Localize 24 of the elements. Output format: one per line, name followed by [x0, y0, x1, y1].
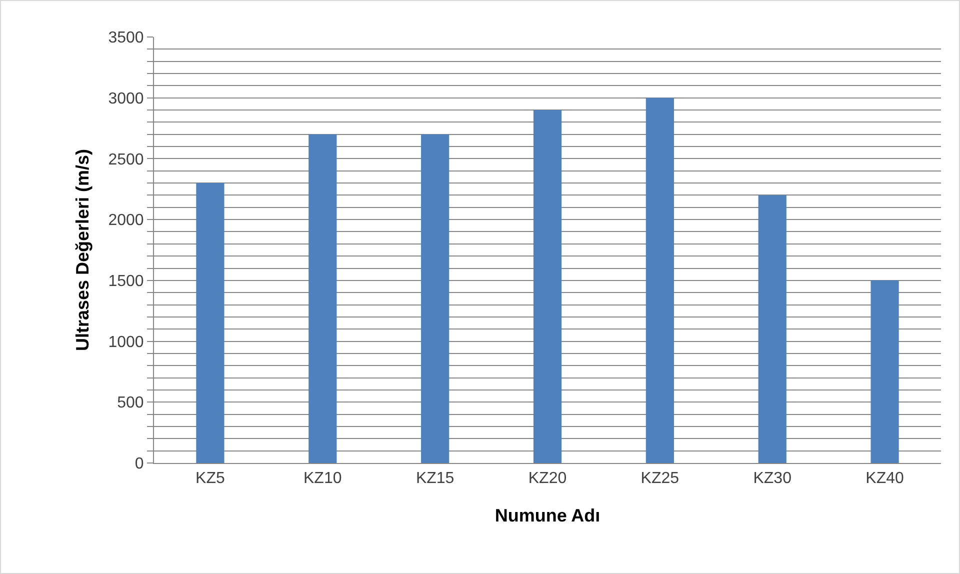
bar: [421, 134, 450, 463]
y-tick-label: 1500: [108, 273, 144, 290]
bar: [646, 98, 674, 463]
x-tick-label: KZ10: [304, 470, 342, 488]
x-tick-label: KZ20: [528, 470, 567, 488]
y-tick-label: 0: [134, 456, 144, 473]
x-tick-label: KZ5: [196, 470, 225, 488]
y-tick-label: 1000: [108, 334, 144, 351]
y-tick-label: 3500: [108, 30, 144, 47]
y-tick-label: 3000: [108, 90, 144, 108]
x-tick-label: KZ15: [416, 470, 454, 488]
y-axis-title: Ultrases Değerleri (m/s): [72, 148, 92, 352]
bar: [533, 110, 562, 463]
y-tick-label: 2500: [108, 151, 144, 168]
x-tick-label: KZ40: [866, 470, 904, 488]
bar: [196, 183, 224, 463]
x-tick-label: KZ25: [640, 470, 680, 488]
bar: [758, 195, 786, 463]
bar: [308, 134, 337, 463]
bar: [870, 280, 899, 463]
x-axis-title: Numune Adı: [494, 505, 600, 526]
x-tick-label: KZ30: [753, 470, 792, 488]
y-tick-label: 500: [117, 394, 144, 412]
y-tick-label: 2000: [108, 212, 144, 230]
